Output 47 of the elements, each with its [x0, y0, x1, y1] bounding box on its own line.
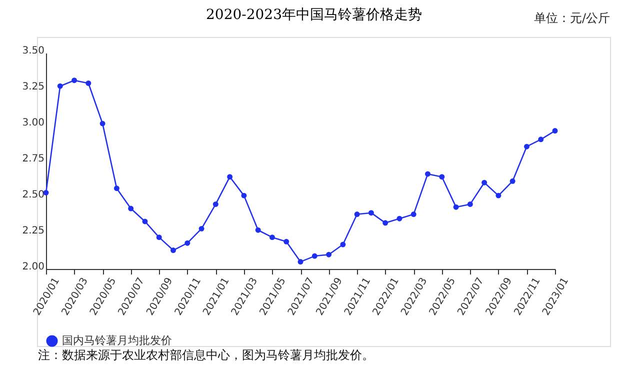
- y-tick-label: 2.25: [22, 226, 44, 236]
- point: [72, 78, 78, 84]
- point: [552, 128, 558, 134]
- point: [439, 174, 445, 180]
- point: [368, 210, 374, 216]
- point: [396, 216, 402, 222]
- point: [410, 212, 416, 218]
- y-tick-label: 2.00: [22, 262, 44, 272]
- point: [255, 227, 261, 233]
- legend-label: 国内马铃薯月均批发价: [62, 334, 172, 347]
- point: [538, 136, 544, 142]
- point: [510, 178, 516, 184]
- point: [142, 218, 148, 224]
- point: [86, 80, 92, 86]
- y-tick-label: 3.25: [22, 82, 44, 92]
- point: [128, 206, 134, 212]
- y-tick-label: 2.75: [22, 154, 44, 164]
- point: [156, 234, 162, 240]
- point: [326, 252, 332, 258]
- point: [100, 120, 106, 126]
- y-tick-label: 3.50: [22, 46, 44, 56]
- point: [524, 144, 530, 150]
- point: [227, 174, 233, 180]
- point: [354, 212, 360, 218]
- point: [269, 234, 275, 240]
- point: [382, 220, 388, 226]
- point: [298, 259, 304, 265]
- point: [114, 186, 120, 192]
- point: [453, 204, 459, 210]
- point: [241, 192, 247, 198]
- point: [467, 201, 473, 207]
- point: [212, 201, 218, 207]
- point: [57, 83, 63, 89]
- text: 注：数据来源于农业农村部信息中心，图为马铃薯月均批发价。: [38, 347, 374, 364]
- point: [340, 242, 346, 248]
- y-tick-label: 2.50: [22, 190, 44, 200]
- point: [312, 253, 318, 259]
- point: [170, 248, 176, 254]
- point: [482, 180, 488, 186]
- point: [184, 240, 190, 246]
- text: 单位：元/公斤: [534, 10, 610, 27]
- point: [198, 226, 204, 232]
- chart-title: 2020-2023年中国马铃薯价格走势: [206, 7, 422, 23]
- point: [425, 171, 430, 177]
- y-tick-label: 3.00: [22, 118, 44, 128]
- point: [284, 238, 290, 244]
- point: [496, 192, 502, 198]
